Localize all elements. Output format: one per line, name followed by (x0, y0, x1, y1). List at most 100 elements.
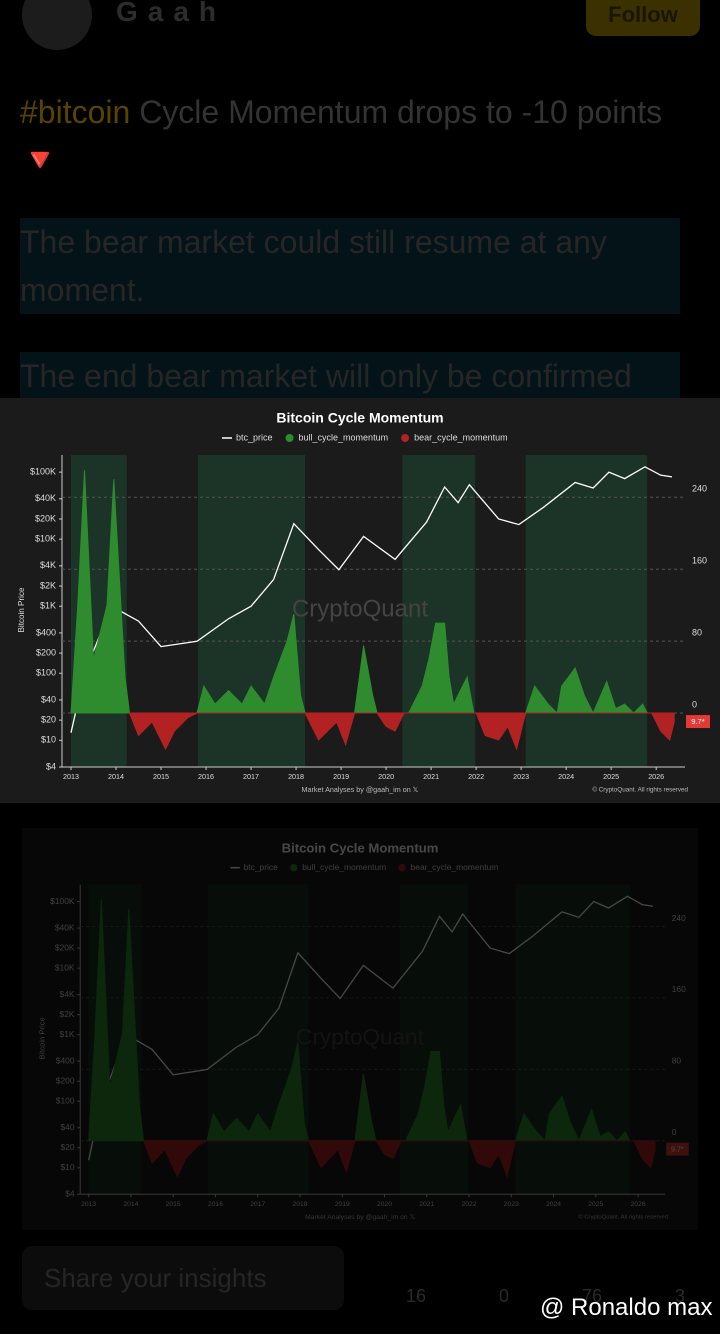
x-tick-label: 2022 (468, 772, 484, 781)
legend-swatch (398, 863, 406, 872)
like-count[interactable]: 76 (581, 1286, 603, 1306)
legend-label: btc_price (236, 432, 273, 442)
x-tick-label: 2016 (208, 1201, 223, 1208)
bull-period (88, 884, 142, 1195)
chart-dimmed: Bitcoin Cycle Momentum CryptoQuant btc_pri… (22, 828, 698, 1230)
user-name[interactable]: Gaah (116, 0, 227, 27)
share-count[interactable]: 3 (674, 1286, 685, 1306)
y-tick-label: $4K (60, 989, 75, 999)
y2-tick-label: 0 (692, 699, 697, 709)
x-tick-label: 2013 (63, 772, 79, 781)
legend-label: bear_cycle_momentum (414, 432, 508, 442)
legend-swatch (401, 434, 410, 442)
last-value-label: 9.7* (691, 717, 705, 726)
avatar[interactable] (22, 0, 92, 50)
x-tick-label: 2020 (377, 1201, 392, 1208)
chart-title: Bitcoin Cycle Momentum (282, 840, 439, 855)
comment-input[interactable]: Share your insights (22, 1246, 344, 1310)
last-value-label: 9.7* (671, 1146, 684, 1154)
x-tick-label: 2026 (648, 772, 664, 781)
bull-period (515, 884, 630, 1195)
copyright: © CryptoQuant. All rights reserved (592, 786, 688, 794)
y-tick-label: $100 (36, 668, 56, 678)
momentum-area (88, 899, 631, 1142)
y-tick-label: $4 (46, 761, 56, 771)
y-tick-label: $2K (60, 1009, 75, 1019)
x-tick-label: 2014 (123, 1201, 138, 1208)
x-tick-label: 2025 (588, 1201, 603, 1208)
x-tick-label: 2019 (333, 772, 349, 781)
y-tick-label: $200 (56, 1075, 75, 1085)
copyright: © CryptoQuant. All rights reserved (578, 1214, 668, 1221)
watermark: @ Ronaldo max (540, 1294, 713, 1321)
x-tick-label: 2014 (108, 772, 124, 781)
x-tick-label: 2025 (603, 772, 619, 781)
bull-period (207, 884, 309, 1195)
x-tick-label: 2017 (243, 772, 259, 781)
y-tick-label: $1K (40, 601, 56, 611)
legend-label: bull_cycle_momentum (299, 432, 389, 442)
post-title: #bitcoin Cycle Momentum drops to -10 poi… (20, 88, 680, 184)
chart-background (22, 828, 698, 1230)
y-tick-label: $100K (50, 896, 75, 906)
y2-tick-label: 240 (692, 484, 707, 494)
y-tick-label: $20K (55, 942, 75, 952)
y2-tick-label: 240 (672, 913, 686, 923)
y-tick-label: $40 (41, 694, 56, 704)
chart-title: Bitcoin Cycle Momentum (276, 410, 443, 426)
x-tick-label: 2015 (166, 1201, 181, 1208)
x-tick-label: 2019 (335, 1201, 350, 1208)
y-tick-label: $40K (35, 493, 56, 503)
x-tick-label: 2021 (423, 772, 439, 781)
follow-button[interactable]: Follow (586, 0, 700, 36)
bull-period (197, 455, 306, 767)
y-tick-label: $20K (35, 513, 56, 523)
y-tick-label: $200 (36, 647, 56, 657)
legend-label: btc_price (244, 862, 279, 872)
y2-tick-label: 80 (672, 1056, 682, 1066)
chart: Bitcoin Cycle Momentum CryptoQuant btc_pri… (0, 398, 720, 803)
x-tick-label: 2015 (153, 772, 169, 781)
x-tick-label: 2023 (513, 772, 529, 781)
y-tick-label: $4K (40, 560, 56, 570)
y2-tick-label: 160 (692, 556, 707, 566)
y2-tick-label: 160 (672, 984, 686, 994)
y-tick-label: $400 (36, 627, 56, 637)
y2-tick-label: 80 (692, 627, 702, 637)
bull-period (399, 884, 469, 1195)
legend-label: bear_cycle_momentum (411, 862, 499, 872)
y-tick-label: $20 (41, 715, 56, 725)
x-tick-label: 2017 (250, 1201, 265, 1208)
x-tick-label: 2016 (198, 772, 214, 781)
y-tick-label: $10K (55, 962, 75, 972)
comment-count[interactable]: 16 (405, 1286, 427, 1306)
repost-count[interactable]: 0 (498, 1286, 509, 1306)
momentum-area (142, 1140, 656, 1179)
y-tick-label: $10K (35, 534, 56, 544)
credit: Market Analyses by @gaah_im on 𝕏 (302, 785, 419, 794)
x-tick-label: 2023 (504, 1201, 519, 1208)
y-tick-label: $4 (65, 1189, 75, 1199)
x-tick-label: 2021 (419, 1201, 434, 1208)
y-axis-label: Bitcoin Price (38, 1017, 47, 1059)
legend-swatch (290, 863, 298, 872)
x-tick-label: 2022 (462, 1201, 477, 1208)
hashtag[interactable]: #bitcoin (20, 94, 131, 130)
price-line (70, 466, 673, 733)
paragraph: The end bear market will only be confirm… (20, 352, 680, 400)
momentum-area (128, 712, 675, 751)
price-line (88, 895, 653, 1161)
emoji: 🔻 (20, 142, 60, 178)
y-tick-label: $1K (60, 1029, 75, 1039)
y-tick-label: $40 (60, 1122, 74, 1132)
x-tick-label: 2020 (378, 772, 394, 781)
y-tick-label: $10 (41, 735, 56, 745)
x-tick-label: 2026 (631, 1201, 646, 1208)
y-tick-label: $2K (40, 580, 56, 590)
y-tick-label: $400 (56, 1055, 75, 1065)
y-tick-label: $100 (56, 1095, 75, 1105)
watermark: CryptoQuant (296, 1024, 424, 1049)
watermark: CryptoQuant (292, 595, 428, 622)
legend-swatch (285, 434, 294, 442)
